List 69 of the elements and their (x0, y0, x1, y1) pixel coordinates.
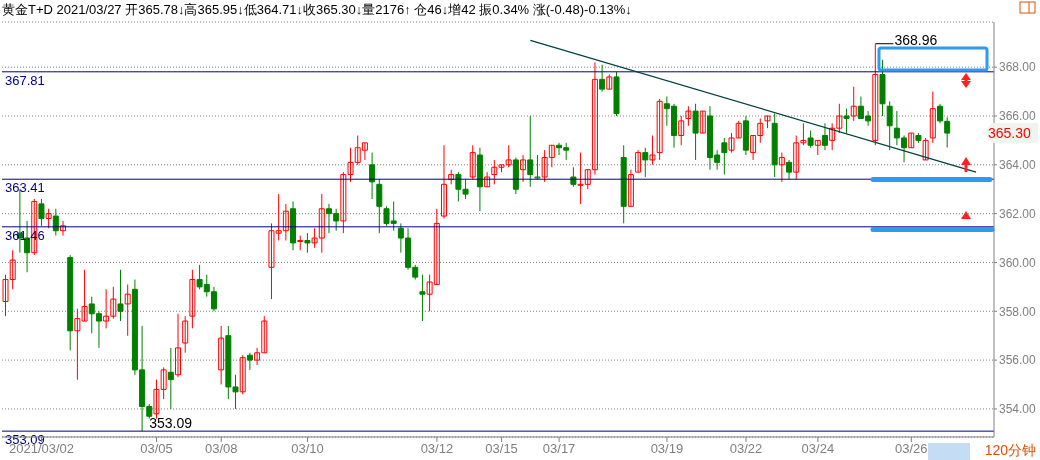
candlestick (656, 98, 663, 161)
annotation: 365.30 (988, 125, 1032, 142)
candlestick (886, 100, 893, 151)
x-tick-label: 03/12 (420, 441, 454, 457)
candlestick (642, 147, 649, 178)
candlestick (843, 108, 850, 134)
candlestick (778, 152, 785, 183)
candlestick (469, 144, 476, 180)
y-tick-label: 362.00 (999, 206, 1037, 221)
candlestick (627, 169, 634, 207)
candlestick (419, 274, 426, 322)
candlestick (685, 105, 692, 127)
candlestick (821, 122, 828, 151)
x-tick-label: 03/10 (291, 441, 324, 457)
candlestick (635, 149, 642, 173)
y-tick-label: 354.00 (999, 402, 1037, 417)
candlestick (721, 137, 728, 176)
candlestick (182, 315, 189, 354)
x-tick-label: 03/19 (650, 441, 684, 457)
candlestick (929, 91, 936, 144)
candlestick (440, 144, 447, 220)
y-tick-label: 364.00 (999, 158, 1037, 173)
x-tick-label: 03/26 (895, 441, 928, 457)
candlestick (218, 325, 225, 386)
candlestick (699, 110, 706, 134)
x-tick-label: 03/15 (485, 441, 518, 457)
candlestick (534, 154, 541, 180)
x-tick-label: 03/08 (204, 441, 238, 457)
y-tick-label: 366.00 (999, 109, 1037, 124)
x-tick-label: 03/24 (801, 441, 835, 457)
candlestick (38, 198, 45, 227)
candlestick (60, 220, 67, 237)
candlestick (786, 159, 793, 180)
candlestick (922, 137, 929, 161)
ref-line-label: 363.41 (5, 180, 45, 196)
x-tick-label: 03/05 (140, 441, 173, 457)
annotation: 368.96 (894, 31, 938, 48)
candlestick (117, 269, 124, 322)
candlestick (527, 115, 534, 188)
candlestick (599, 64, 606, 93)
candlestick (52, 208, 59, 237)
y-tick-label: 360.00 (999, 255, 1037, 270)
candlestick (167, 347, 174, 410)
x-tick-label: 03/22 (729, 441, 763, 457)
candlestick (520, 154, 527, 183)
candlestick (124, 283, 131, 337)
candlestick (484, 171, 491, 188)
candlestick (45, 208, 52, 229)
candlestick (246, 352, 253, 371)
annotation: 353.09 (149, 415, 193, 432)
y-tick-label: 356.00 (999, 353, 1037, 368)
candlestick (239, 354, 246, 395)
text: 120分钟 (984, 442, 1036, 458)
candlestick (189, 269, 196, 329)
candlestick (649, 135, 656, 166)
candlestick (872, 43, 879, 146)
candlestick (369, 152, 376, 200)
y-tick-label: 368.00 (999, 60, 1037, 75)
candlestick (304, 232, 311, 254)
candlestick (692, 103, 699, 161)
candlestick (376, 178, 383, 234)
chart-title: 黄金T+D 2021/03/27 开365.78↓高365.95↓低364.71↓收365.30↓量2176↑ 仓46↓增42 振0.34% 涨(-0.48)-0.13%↓ (2, 1, 632, 19)
candlestick (850, 86, 857, 122)
y-tick-label: 358.00 (999, 304, 1037, 319)
candlestick (678, 115, 685, 146)
candlestick (570, 166, 577, 188)
candlestick (175, 313, 182, 378)
x-tick-label: 03/17 (542, 441, 576, 457)
ref-line-label: 367.81 (5, 72, 45, 88)
